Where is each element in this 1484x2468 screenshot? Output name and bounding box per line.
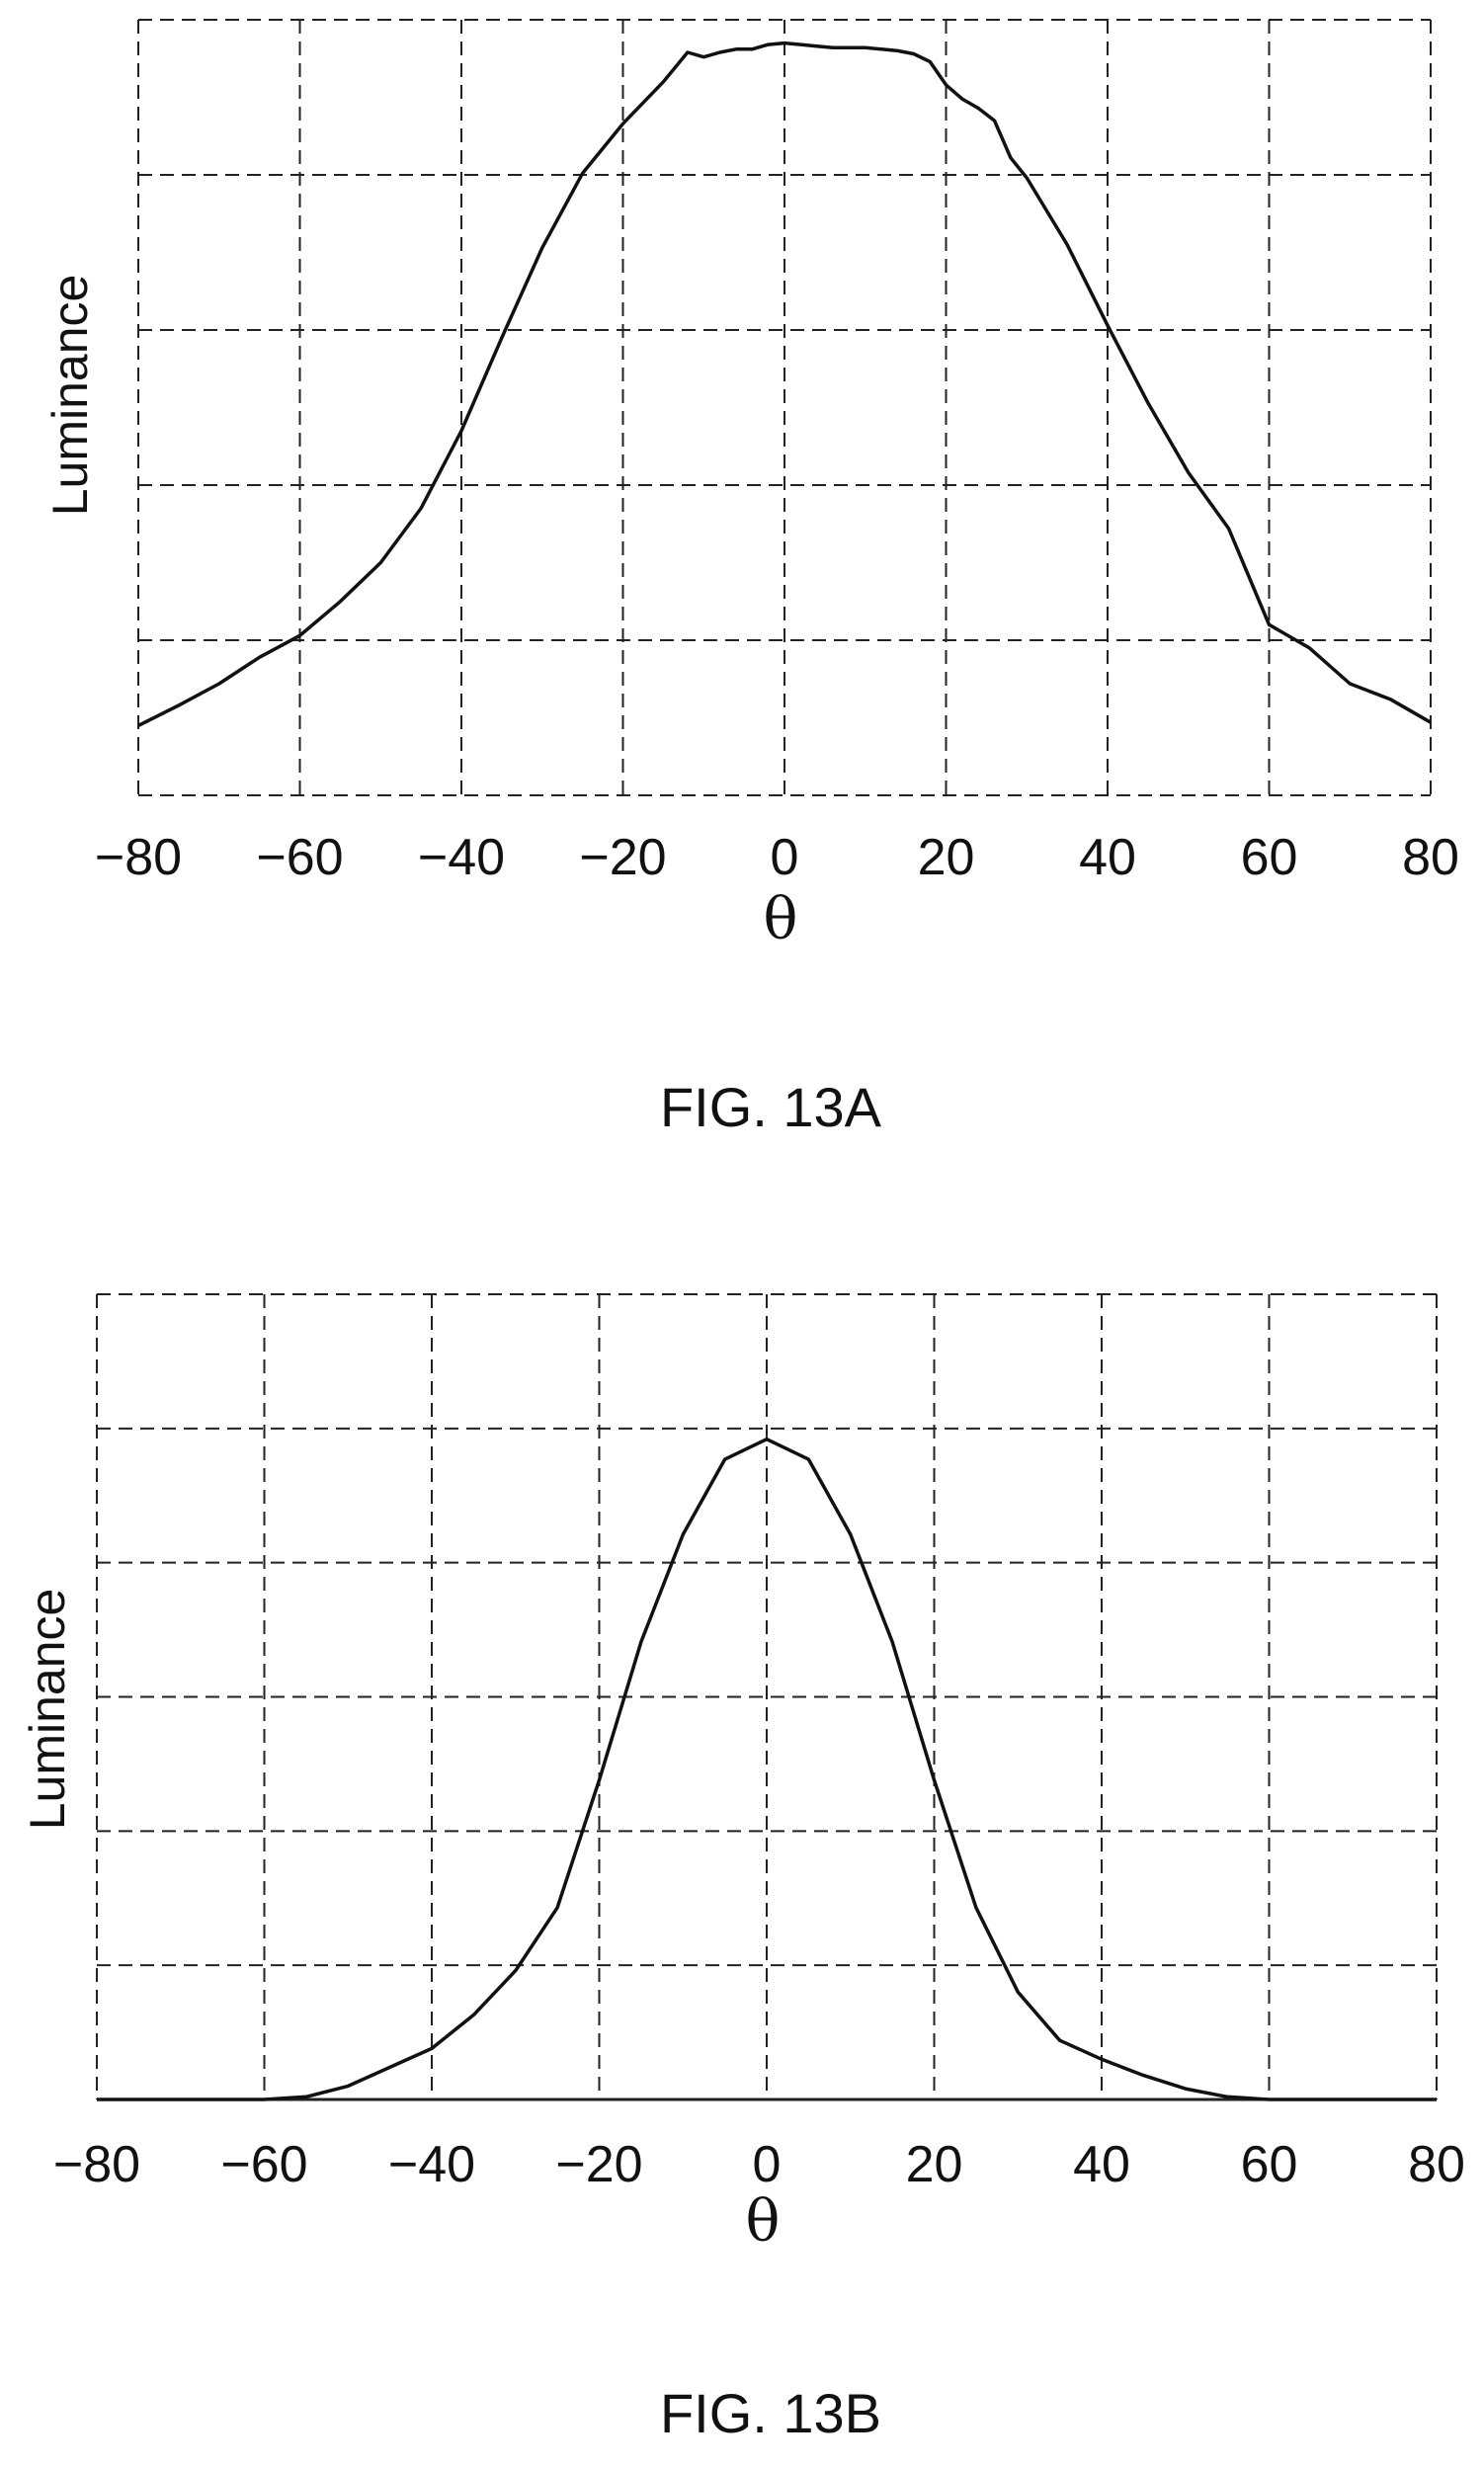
grid-fig-13a (137, 19, 1432, 796)
grid-fig-13b (96, 1293, 1438, 2101)
x-axis-label-fig-13a: θ (764, 885, 798, 952)
x-tick-labels-fig-13a: −80 −60 −40 −20 0 20 40 60 80 (95, 829, 1459, 886)
figure-caption-13b: FIG. 13B (660, 2382, 881, 2444)
x-tick-label-fig-13b: −60 (220, 2136, 307, 2193)
x-tick-label-fig-13b: 80 (1408, 2136, 1465, 2193)
series-line-fig-13b (97, 1437, 1437, 2101)
x-tick-label-fig-13b: −40 (388, 2136, 475, 2193)
figure-caption-13a: FIG. 13A (660, 1076, 882, 1138)
x-tick-label-fig-13b: 20 (906, 2136, 963, 2193)
x-tick-label-fig-13b: 40 (1073, 2136, 1130, 2193)
x-tick-label-fig-13b: −80 (53, 2136, 140, 2193)
x-tick-label-fig-13a: −40 (418, 829, 505, 886)
x-tick-label-fig-13a: 60 (1241, 829, 1298, 886)
x-axis-label-fig-13b: θ (746, 2187, 781, 2255)
y-axis-label-fig-13a: Luminance (42, 275, 98, 517)
x-tick-label-fig-13a: 20 (918, 829, 975, 886)
x-tick-label-fig-13b: 0 (753, 2136, 782, 2193)
x-tick-label-fig-13a: 40 (1079, 829, 1136, 886)
x-tick-label-fig-13a: −80 (95, 829, 182, 886)
x-tick-label-fig-13a: −20 (579, 829, 666, 886)
series-line-fig-13a (137, 41, 1432, 727)
x-tick-label-fig-13a: 80 (1402, 829, 1459, 886)
x-tick-label-fig-13a: 0 (771, 829, 799, 886)
y-axis-label-fig-13b: Luminance (20, 1589, 75, 1831)
x-tick-label-fig-13b: −20 (555, 2136, 642, 2193)
chart-fig-13a: −80 −60 −40 −20 0 20 40 60 80 θ Luminance FIG. 1… (42, 19, 1459, 1138)
x-tick-label-fig-13b: 60 (1241, 2136, 1298, 2193)
chart-fig-13b: −80 −60 −40 −20 0 20 40 60 80 θ Luminance FIG. 1… (20, 1293, 1465, 2444)
x-tick-labels-fig-13b: −80 −60 −40 −20 0 20 40 60 80 (53, 2136, 1465, 2193)
x-tick-label-fig-13a: −60 (256, 829, 343, 886)
